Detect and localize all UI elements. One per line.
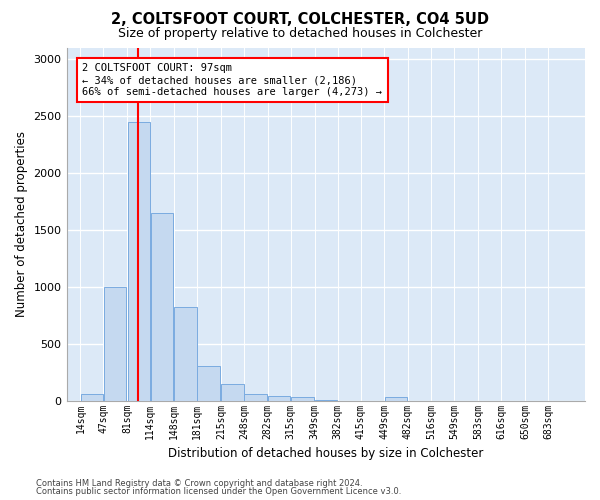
Bar — [197, 366, 220, 400]
Text: Contains HM Land Registry data © Crown copyright and database right 2024.: Contains HM Land Registry data © Crown c… — [36, 479, 362, 488]
Bar — [175, 306, 197, 400]
Text: 2 COLTSFOOT COURT: 97sqm
← 34% of detached houses are smaller (2,186)
66% of sem: 2 COLTSFOOT COURT: 97sqm ← 34% of detach… — [82, 64, 382, 96]
Bar — [81, 394, 103, 400]
Bar — [104, 286, 126, 401]
Text: Size of property relative to detached houses in Colchester: Size of property relative to detached ho… — [118, 28, 482, 40]
Bar — [268, 396, 290, 400]
Bar — [151, 212, 173, 400]
Bar — [291, 397, 314, 400]
Text: 2, COLTSFOOT COURT, COLCHESTER, CO4 5UD: 2, COLTSFOOT COURT, COLCHESTER, CO4 5UD — [111, 12, 489, 28]
Bar — [244, 394, 266, 400]
Bar — [128, 122, 150, 400]
Bar — [221, 384, 244, 400]
X-axis label: Distribution of detached houses by size in Colchester: Distribution of detached houses by size … — [168, 447, 484, 460]
Y-axis label: Number of detached properties: Number of detached properties — [15, 131, 28, 317]
Text: Contains public sector information licensed under the Open Government Licence v3: Contains public sector information licen… — [36, 487, 401, 496]
Bar — [385, 397, 407, 400]
